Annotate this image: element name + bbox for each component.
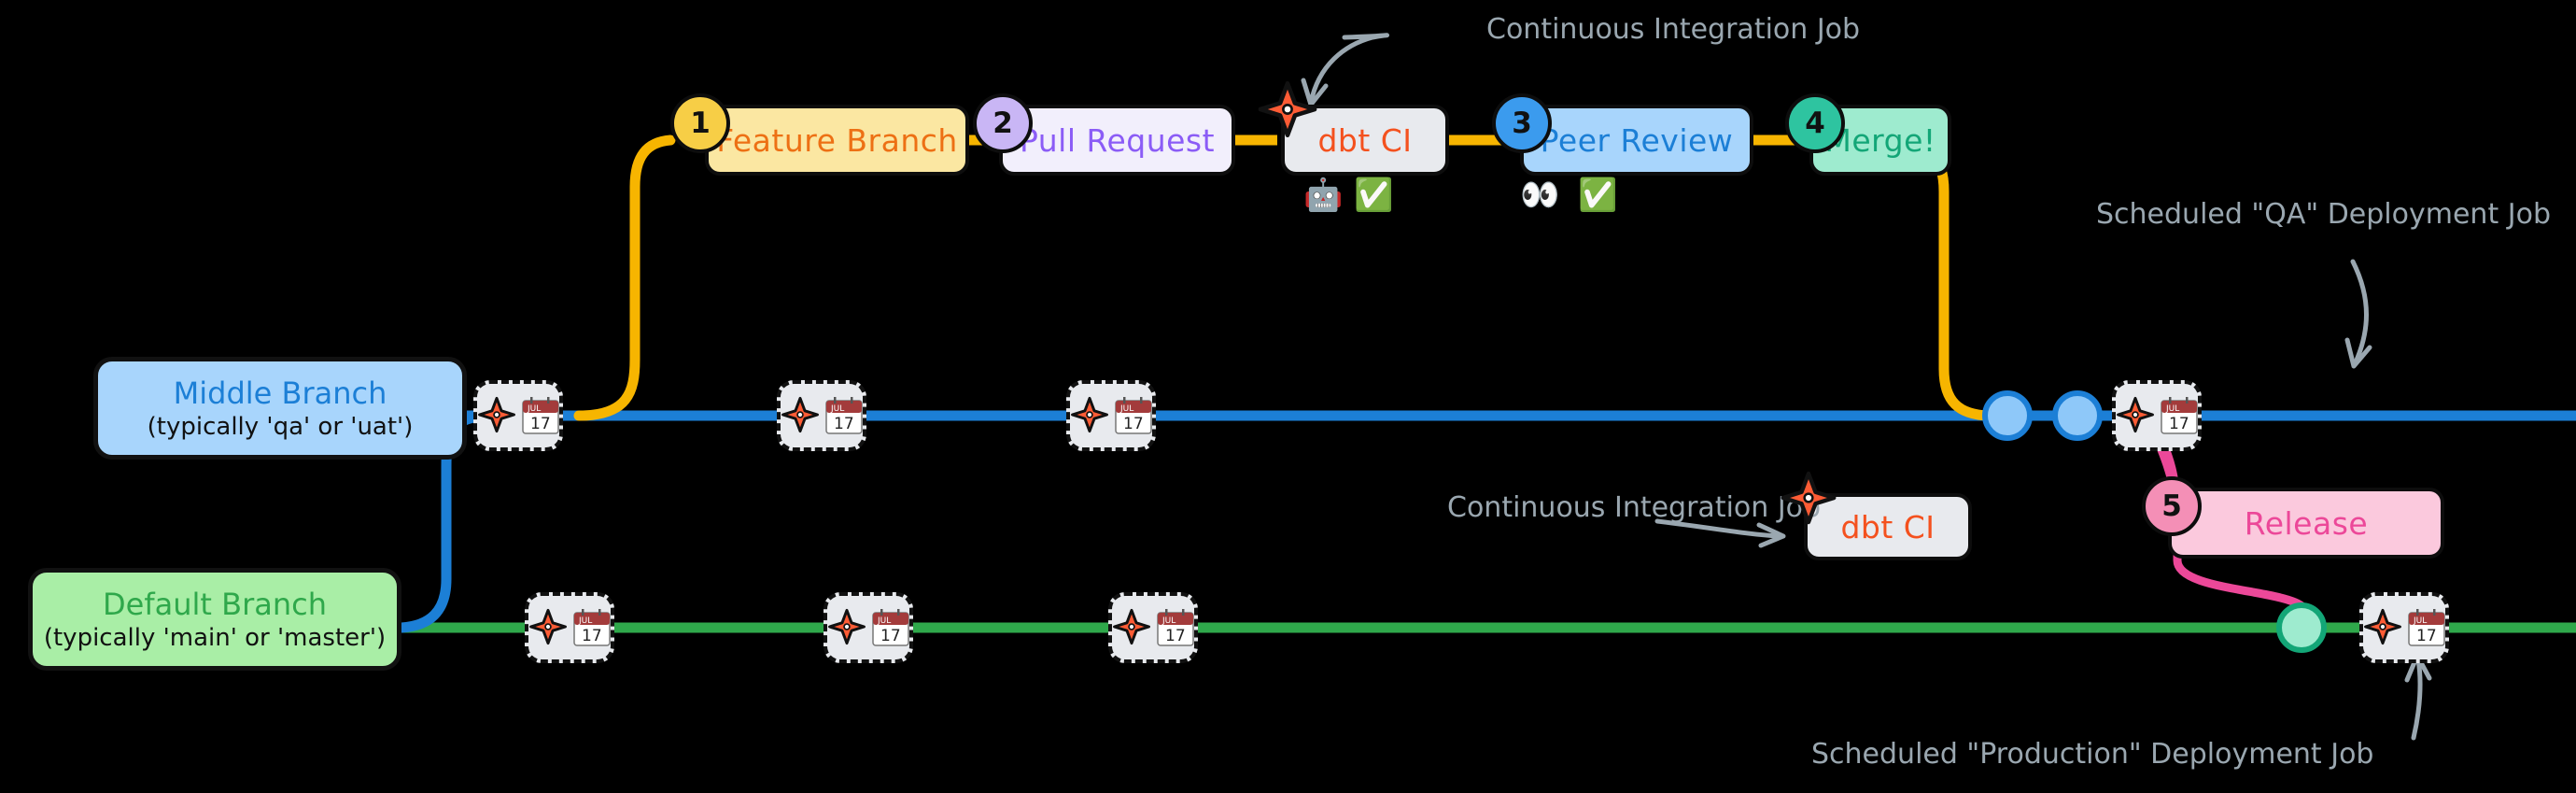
merge-back-line: [1862, 135, 1994, 421]
prod-deploy-arrow: [2411, 657, 2423, 741]
step-release-label: Release: [2244, 504, 2369, 542]
commit-node[interactable]: JUL 17: [2112, 380, 2202, 451]
default-branch-label-box: Default Branch (typically 'main' or 'mas…: [28, 568, 401, 671]
annotation-prod-deploy: Scheduled "Production" Deployment Job: [1811, 738, 2374, 771]
svg-text:JUL: JUL: [578, 616, 592, 626]
svg-text:17: 17: [1123, 415, 1144, 433]
step-badge-3: 3: [1492, 93, 1552, 153]
qa-deploy-arrow-head: [2344, 337, 2372, 369]
dbt-logo-icon-bottom: [1780, 469, 1837, 527]
step-badge-2-number: 2: [992, 106, 1013, 140]
svg-text:JUL: JUL: [2413, 616, 2427, 626]
commit-node[interactable]: JUL 17: [823, 592, 913, 663]
dbt-logo-icon: [2363, 607, 2402, 649]
production-deployment-dot[interactable]: [2276, 602, 2327, 653]
svg-text:JUL: JUL: [830, 404, 844, 414]
dbt-logo-icon: [1257, 78, 1318, 140]
default-branch-subtitle: (typically 'main' or 'master'): [43, 624, 387, 652]
svg-text:17: 17: [880, 627, 901, 645]
svg-text:JUL: JUL: [2165, 404, 2179, 414]
step-badge-4-number: 4: [1805, 106, 1825, 140]
step-badge-1: 1: [670, 93, 730, 153]
middle-branch-subtitle: (typically 'qa' or 'uat'): [147, 413, 414, 441]
calendar-icon: JUL 17: [2161, 395, 2198, 437]
commit-node[interactable]: JUL 17: [1066, 380, 1156, 451]
qa-deploy-arrow: [2350, 259, 2369, 367]
eyes-icon: 👀: [1520, 177, 1560, 214]
step-feature-branch[interactable]: Feature Branch: [705, 105, 969, 176]
step-peer-review[interactable]: Peer Review: [1520, 105, 1753, 176]
calendar-icon: JUL 17: [1115, 395, 1152, 437]
review-approved-check-icon: ✅: [1578, 177, 1618, 214]
robot-icon: 🤖: [1303, 177, 1344, 214]
calendar-icon: JUL 17: [573, 607, 611, 649]
svg-text:17: 17: [834, 415, 854, 433]
svg-text:17: 17: [582, 627, 602, 645]
calendar-icon: JUL 17: [1157, 607, 1194, 649]
step-dbt-ci-top[interactable]: dbt CI: [1281, 105, 1449, 176]
step-dbt-ci-bottom[interactable]: dbt CI: [1804, 493, 1972, 560]
dbt-logo-icon: [781, 395, 820, 437]
svg-text:JUL: JUL: [527, 404, 541, 414]
ci-top-arrow: [1308, 33, 1389, 106]
step-badge-1-number: 1: [690, 106, 711, 140]
step-badge-2: 2: [973, 93, 1033, 153]
qa-deployment-dot[interactable]: [2052, 390, 2103, 441]
step-dbt-ci-bottom-label: dbt CI: [1840, 508, 1936, 545]
ci-bottom-arrow: [1654, 518, 1781, 539]
step-badge-5: 5: [2142, 476, 2202, 536]
default-branch-name: Default Branch: [103, 587, 327, 622]
ci-passed-check-icon: ✅: [1354, 177, 1394, 214]
calendar-icon: JUL 17: [522, 395, 559, 437]
middle-branch-name: Middle Branch: [173, 375, 387, 411]
middle-branch-label-box: Middle Branch (typically 'qa' or 'uat'): [93, 357, 467, 460]
calendar-icon: JUL 17: [2408, 607, 2445, 649]
svg-text:JUL: JUL: [1161, 616, 1175, 626]
svg-text:JUL: JUL: [1119, 404, 1133, 414]
commit-node[interactable]: JUL 17: [473, 380, 563, 451]
step-release[interactable]: Release: [2168, 488, 2444, 559]
feature-branch-out-line: [573, 135, 676, 421]
annotation-ci-bottom: Continuous Integration Job: [1447, 491, 1822, 524]
dbt-logo-icon: [528, 607, 568, 649]
step-badge-3-number: 3: [1512, 106, 1532, 140]
qa-deployment-dot[interactable]: [1982, 390, 2033, 441]
dbt-logo-icon: [827, 607, 866, 649]
step-pull-request[interactable]: Pull Request: [999, 105, 1235, 176]
svg-text:17: 17: [2169, 415, 2189, 433]
commit-node[interactable]: JUL 17: [777, 380, 866, 451]
calendar-icon: JUL 17: [872, 607, 909, 649]
dbt-logo-icon: [2116, 395, 2155, 437]
dbt-logo-icon: [1070, 395, 1109, 437]
step-dbt-ci-top-label: dbt CI: [1317, 121, 1413, 159]
ci-bottom-arrow-head: [1756, 522, 1786, 548]
commit-node[interactable]: JUL 17: [2359, 592, 2449, 663]
svg-text:JUL: JUL: [877, 616, 891, 626]
step-peer-review-label: Peer Review: [1540, 121, 1734, 159]
svg-text:17: 17: [2416, 627, 2437, 645]
step-feature-branch-label: Feature Branch: [716, 121, 958, 159]
commit-node[interactable]: JUL 17: [1108, 592, 1198, 663]
ci-top-arrow-head: [1301, 78, 1329, 107]
step-badge-4: 4: [1785, 93, 1845, 153]
annotation-qa-deploy: Scheduled "QA" Deployment Job: [2096, 198, 2551, 231]
commit-node[interactable]: JUL 17: [525, 592, 614, 663]
dbt-logo-icon: [477, 395, 516, 437]
calendar-icon: JUL 17: [825, 395, 863, 437]
step-badge-5-number: 5: [2161, 489, 2182, 523]
svg-text:17: 17: [530, 415, 551, 433]
step-pull-request-label: Pull Request: [1019, 121, 1216, 159]
annotation-ci-top: Continuous Integration Job: [1486, 13, 1861, 46]
dbt-logo-icon: [1112, 607, 1151, 649]
svg-text:17: 17: [1165, 627, 1186, 645]
